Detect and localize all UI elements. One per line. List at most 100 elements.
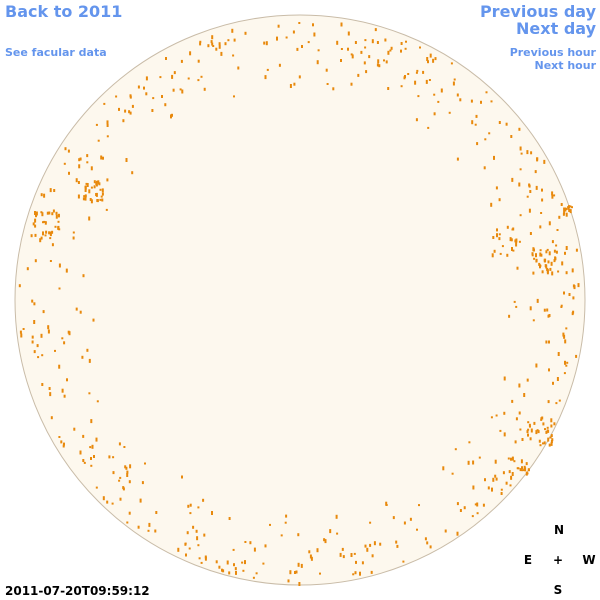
- facula: [244, 560, 246, 565]
- facula: [126, 521, 129, 524]
- facula: [48, 387, 51, 390]
- facula: [526, 430, 529, 434]
- facula: [543, 308, 546, 312]
- facula: [101, 198, 104, 202]
- facula: [492, 477, 495, 482]
- facula: [554, 257, 557, 261]
- facula: [538, 439, 541, 443]
- facula: [519, 146, 522, 151]
- facula: [63, 442, 65, 446]
- facula: [35, 214, 37, 218]
- facula: [253, 547, 256, 552]
- facula: [536, 298, 539, 303]
- facula: [396, 544, 399, 548]
- facula: [137, 525, 140, 529]
- facula: [484, 138, 487, 141]
- facula: [105, 208, 108, 211]
- facula: [95, 123, 98, 126]
- facula: [526, 472, 529, 475]
- facula: [86, 161, 89, 164]
- facula: [520, 152, 523, 155]
- facula: [43, 193, 46, 198]
- facula: [57, 213, 60, 217]
- facula: [377, 59, 380, 64]
- facula: [58, 436, 61, 438]
- facular-dots: [18, 22, 580, 586]
- facula: [195, 529, 198, 533]
- facula: [503, 411, 506, 415]
- previous-day-link[interactable]: Previous day: [480, 2, 597, 21]
- facula: [122, 119, 125, 123]
- facula: [309, 554, 312, 559]
- facula: [106, 120, 109, 125]
- facular-link[interactable]: See facular data: [5, 46, 107, 59]
- facula: [569, 205, 572, 208]
- facula: [532, 247, 535, 252]
- next-hour-link[interactable]: Next hour: [535, 59, 597, 72]
- facula: [300, 563, 303, 568]
- facula: [199, 42, 202, 46]
- facula: [535, 430, 538, 435]
- facula: [571, 268, 574, 273]
- facula: [523, 393, 526, 397]
- facula: [148, 522, 151, 527]
- facula: [101, 192, 104, 196]
- facula: [510, 475, 513, 480]
- facula: [357, 73, 360, 77]
- facula: [35, 211, 38, 216]
- facula: [99, 198, 102, 201]
- facula: [565, 271, 568, 275]
- facula: [565, 364, 568, 367]
- facula: [181, 89, 184, 94]
- facula: [112, 471, 115, 475]
- facula: [478, 456, 481, 459]
- facula: [93, 180, 96, 184]
- facula: [422, 70, 425, 74]
- facula: [568, 209, 571, 212]
- facula: [152, 97, 155, 100]
- facula: [284, 521, 287, 524]
- facula: [171, 113, 173, 117]
- facula: [488, 132, 491, 135]
- facula: [278, 63, 281, 67]
- next-day-link[interactable]: Next day: [516, 19, 597, 38]
- facula: [129, 464, 132, 469]
- facula: [354, 41, 357, 44]
- facula: [41, 212, 44, 217]
- back-link[interactable]: Back to 2011: [5, 2, 122, 21]
- facula: [45, 230, 48, 234]
- facula: [84, 185, 87, 189]
- facula: [539, 225, 542, 229]
- facula: [474, 123, 477, 126]
- previous-hour-link[interactable]: Previous hour: [510, 46, 597, 59]
- facula: [171, 74, 174, 79]
- facula: [474, 503, 477, 506]
- facula: [115, 95, 118, 98]
- facula: [202, 498, 205, 502]
- facula: [353, 552, 356, 555]
- facula: [84, 196, 87, 201]
- compass-east: E: [524, 553, 532, 567]
- facula: [41, 354, 44, 357]
- facula: [544, 428, 546, 431]
- facula: [129, 95, 132, 99]
- facula: [244, 541, 247, 543]
- facula: [572, 296, 575, 300]
- facula: [405, 40, 407, 43]
- facula: [19, 330, 22, 334]
- facula: [47, 325, 50, 330]
- facula: [211, 42, 214, 46]
- facula: [237, 66, 240, 70]
- facula: [550, 434, 553, 438]
- facula: [30, 234, 33, 238]
- facula: [494, 459, 497, 464]
- facula: [18, 284, 21, 288]
- facula: [490, 202, 493, 207]
- facula: [187, 504, 190, 508]
- facula: [244, 31, 247, 35]
- facula: [417, 95, 420, 98]
- facula: [145, 76, 148, 81]
- facula: [118, 479, 121, 482]
- facula: [535, 258, 538, 262]
- facula: [452, 81, 455, 86]
